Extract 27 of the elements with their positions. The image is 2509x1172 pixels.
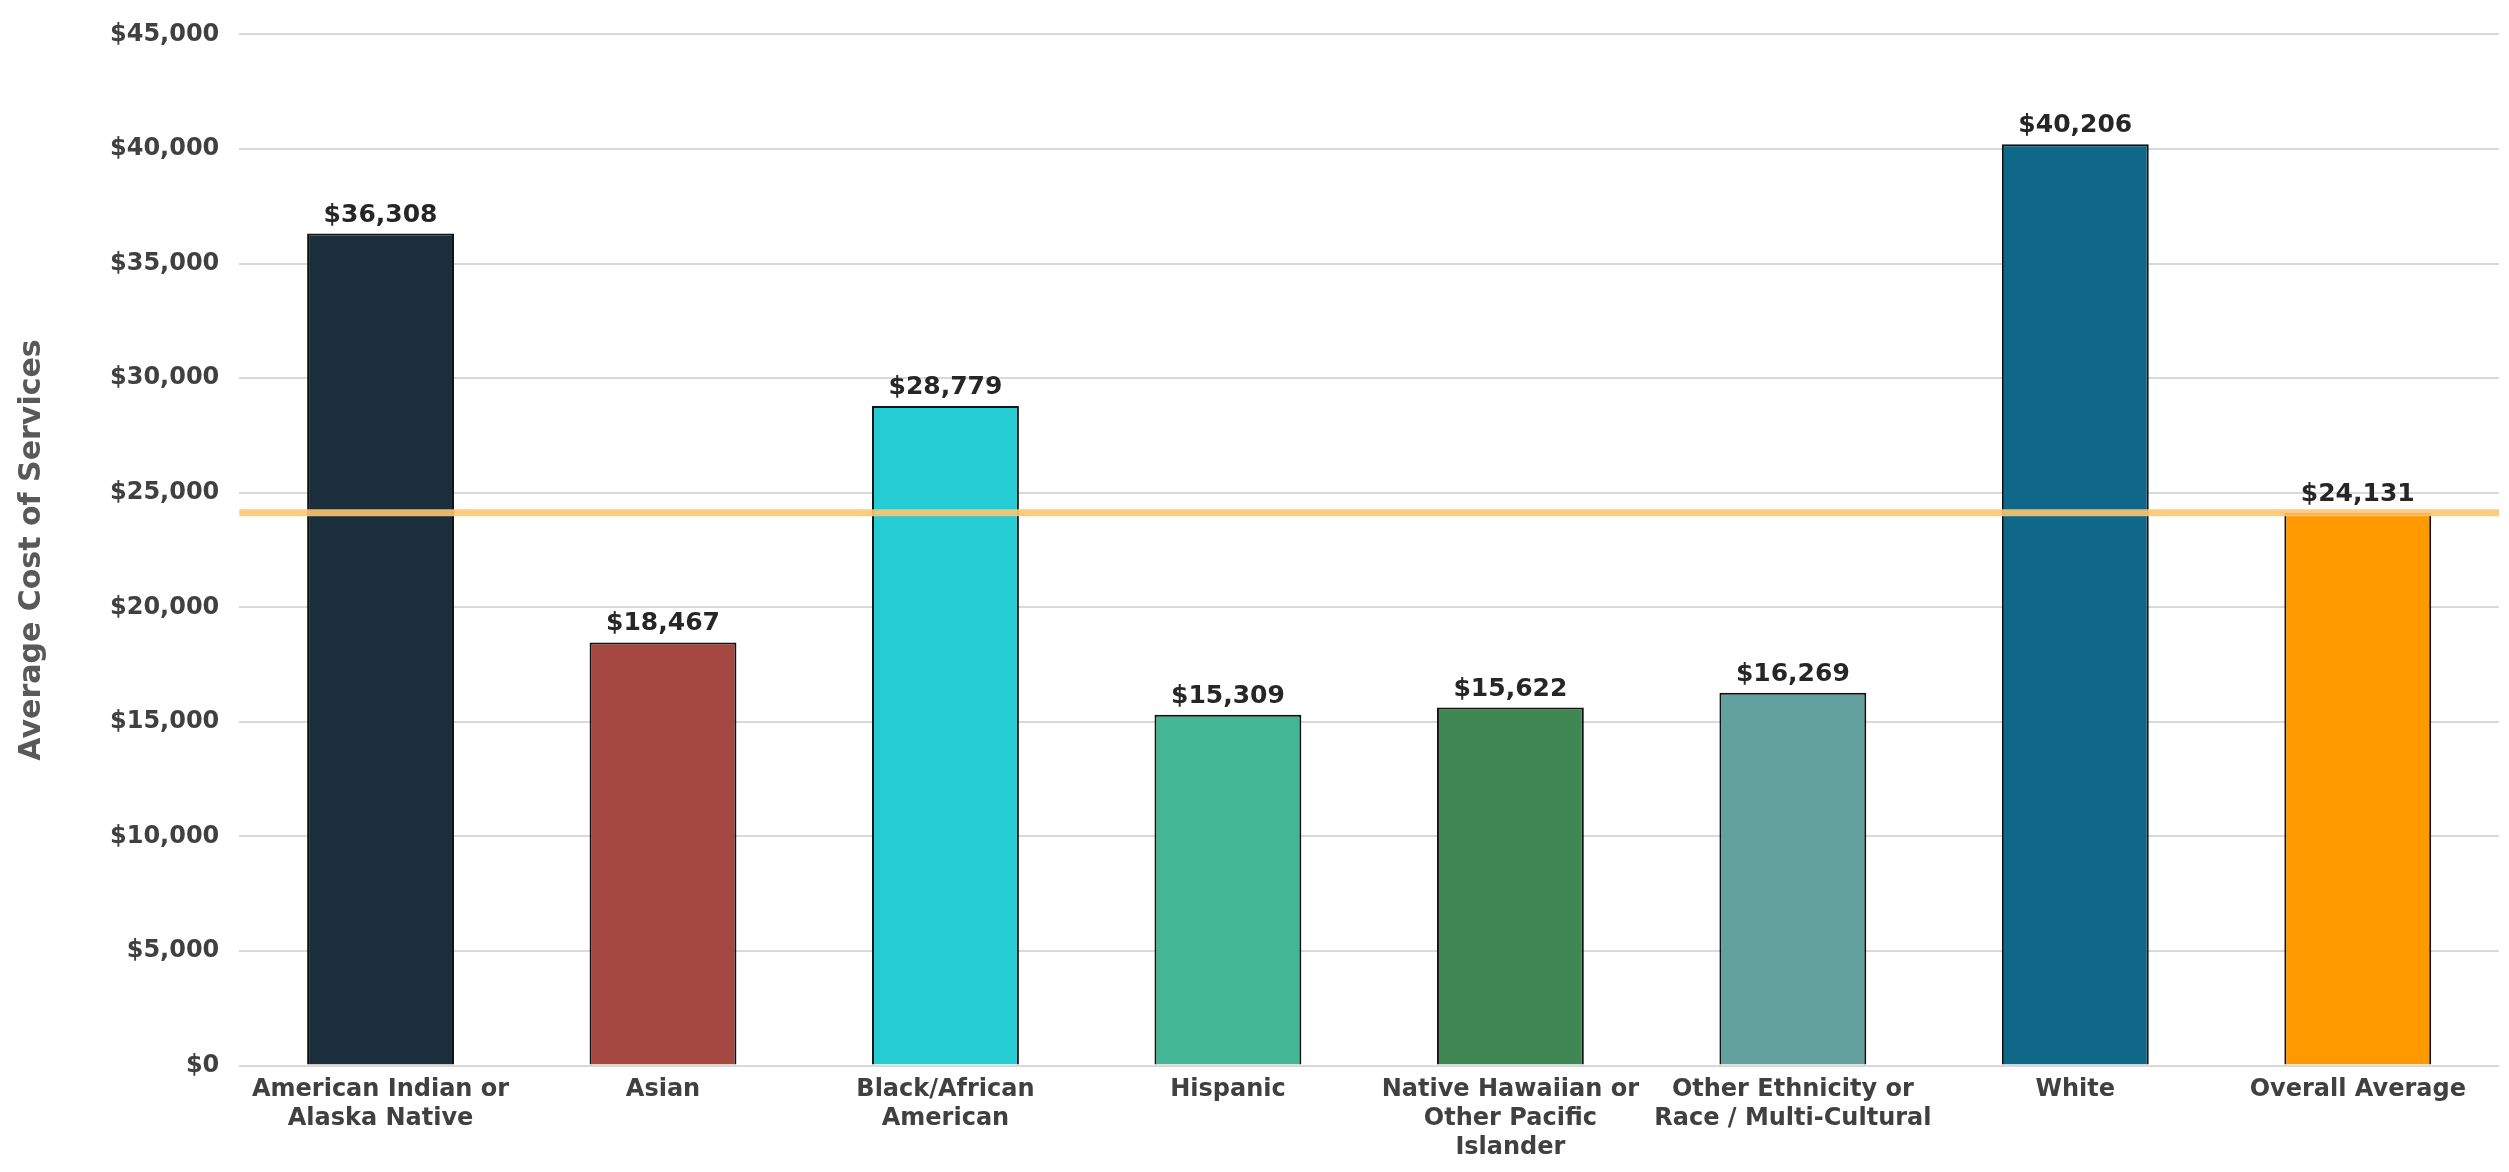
y-tick-label: $10,000 (110, 820, 220, 849)
data-label: $15,309 (1170, 679, 1285, 709)
y-tick-label: $25,000 (110, 476, 220, 505)
data-label: $15,622 (1453, 672, 1568, 702)
y-tick-label: $5,000 (126, 935, 220, 964)
x-tick-label: Overall Average (2249, 1074, 2466, 1103)
data-label: $36,308 (323, 198, 438, 228)
x-tick-label: Black/African American (856, 1074, 1035, 1132)
y-tick-label: $45,000 (110, 18, 220, 47)
data-label: $18,467 (606, 607, 720, 637)
x-tick-label: American Indian or Alaska Native (251, 1074, 510, 1132)
x-tick-label: Other Ethnicity or Race / Multi-Cultural (1654, 1074, 1932, 1132)
y-tick-label: $35,000 (110, 247, 220, 276)
y-tick-label: $30,000 (110, 362, 220, 391)
y-tick-label: $20,000 (110, 591, 220, 620)
data-label: $40,206 (2018, 109, 2133, 139)
y-tick-label: $0 (185, 1049, 220, 1078)
data-label: $16,269 (1735, 657, 1850, 687)
y-tick-label: $40,000 (110, 133, 220, 162)
data-label: $24,131 (2300, 477, 2415, 507)
y-tick-label: $15,000 (110, 706, 220, 735)
x-tick-label: Hispanic (1170, 1074, 1286, 1103)
data-label: $28,779 (888, 371, 1003, 401)
x-tick-label: Asian (625, 1074, 701, 1103)
x-tick-label: Native Hawaiian or Other Pacific Islander (1381, 1074, 1640, 1160)
y-axis-title: Average Cost of Services (11, 339, 47, 761)
x-tick-label: White (2035, 1074, 2116, 1103)
